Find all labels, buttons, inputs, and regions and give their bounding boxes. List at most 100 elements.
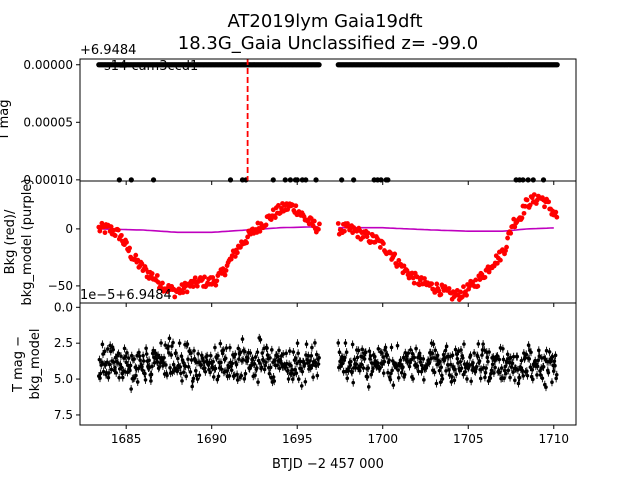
data-point — [444, 369, 448, 373]
data-point — [529, 350, 533, 355]
data-point — [253, 355, 258, 359]
data-point — [525, 373, 530, 378]
data-point — [422, 378, 426, 382]
data-point — [492, 371, 496, 375]
data-point — [107, 371, 111, 375]
data-point — [243, 349, 247, 354]
bkg-point — [97, 228, 103, 234]
bkg-point — [263, 222, 269, 228]
data-point — [213, 345, 217, 350]
bkg-point — [139, 261, 145, 267]
bkg-point — [429, 281, 435, 287]
data-point — [213, 366, 218, 371]
data-point — [265, 353, 270, 357]
bkg-point — [524, 197, 530, 203]
data-point — [483, 370, 488, 375]
data-point — [493, 365, 497, 370]
data-point — [415, 364, 420, 368]
outlier-point — [520, 177, 526, 183]
data-point — [504, 371, 508, 376]
data-point — [250, 356, 255, 361]
data-point — [371, 366, 375, 371]
data-point — [197, 373, 202, 377]
bkg-point — [234, 250, 240, 256]
data-point — [476, 342, 481, 346]
data-point — [459, 348, 463, 352]
data-point — [475, 354, 480, 359]
outlier-point — [313, 177, 319, 183]
data-point — [366, 366, 370, 370]
data-point — [520, 369, 525, 373]
middle-panel-frame — [79, 180, 577, 304]
bkg-point — [519, 215, 525, 221]
data-point — [97, 357, 102, 362]
bkg-point — [511, 216, 517, 222]
data-point — [366, 385, 371, 389]
data-point — [175, 369, 180, 374]
data-point — [458, 360, 463, 364]
data-point — [412, 355, 417, 360]
bkg-point — [213, 282, 219, 288]
bkg-point — [527, 202, 533, 208]
data-point — [407, 364, 412, 369]
bkg-point — [411, 280, 417, 286]
data-point — [165, 373, 169, 378]
data-point — [189, 351, 193, 355]
bkg-point — [118, 232, 124, 238]
data-point — [363, 350, 368, 355]
data-point — [538, 373, 543, 377]
data-point — [293, 356, 298, 360]
data-point — [315, 373, 320, 378]
data-point — [437, 368, 442, 373]
data-point — [550, 380, 554, 385]
data-point — [108, 343, 112, 348]
bkg-point — [364, 234, 370, 240]
data-point — [343, 355, 347, 360]
data-point — [308, 366, 313, 371]
data-point — [361, 366, 366, 370]
data-point — [290, 377, 295, 382]
data-point — [489, 368, 494, 373]
bottom-panel-frame — [79, 302, 577, 426]
bkg-point — [446, 286, 452, 291]
x-axis-ticks: 1685 1690 1695 1700 1705 1710 — [111, 181, 569, 446]
bkg-model-line — [98, 225, 318, 234]
data-point — [401, 355, 406, 360]
data-point — [255, 350, 260, 354]
bkg-point — [276, 203, 281, 208]
data-point — [296, 377, 301, 381]
data-point — [119, 365, 124, 370]
data-point — [199, 363, 203, 367]
data-point — [260, 351, 265, 355]
data-point — [229, 368, 234, 373]
data-point — [228, 345, 232, 350]
data-point — [271, 375, 276, 379]
data-point — [134, 373, 138, 378]
top-panel-frame — [79, 58, 577, 182]
data-point — [235, 372, 239, 377]
bkg-point — [124, 239, 129, 245]
data-point — [284, 351, 288, 356]
data-point — [439, 365, 444, 370]
data-point — [143, 378, 148, 382]
y-tick-label: 0 — [65, 222, 73, 236]
outlier-point — [540, 177, 547, 183]
data-point — [486, 359, 490, 364]
x-axis-label: BTJD −2 457 000 — [272, 457, 384, 472]
data-point — [515, 354, 520, 359]
data-point — [296, 351, 300, 356]
data-point — [178, 365, 183, 369]
data-point — [429, 356, 433, 361]
data-point — [438, 380, 443, 385]
data-point — [427, 361, 432, 366]
data-point — [411, 376, 415, 381]
data-point — [472, 351, 476, 355]
bkg-point — [381, 241, 386, 246]
data-point — [362, 357, 367, 361]
data-point — [530, 368, 535, 372]
data-point — [499, 366, 504, 370]
outlier-point — [385, 177, 391, 183]
outlier-point — [282, 177, 288, 183]
data-point — [240, 337, 245, 341]
data-point — [137, 354, 142, 358]
